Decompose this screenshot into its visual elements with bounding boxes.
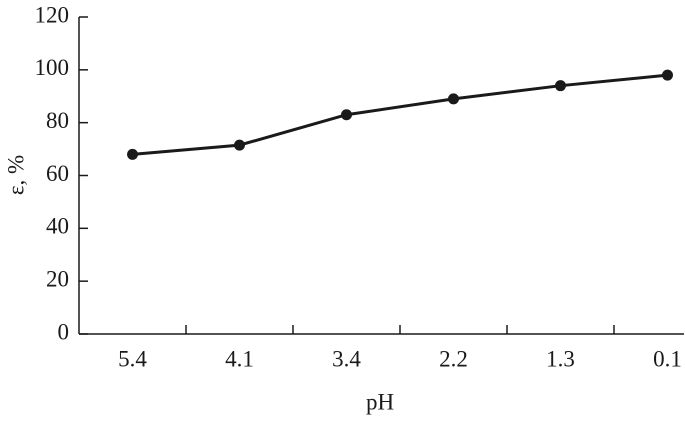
marker	[662, 69, 673, 81]
marker	[448, 93, 459, 105]
marker	[341, 109, 352, 121]
x-tick-label: 3.4	[332, 346, 361, 371]
x-tick-label: 5.4	[118, 346, 147, 371]
marker	[127, 148, 138, 160]
marker	[555, 80, 566, 92]
line	[132, 73, 668, 156]
x-tick-label: 2.2	[439, 346, 468, 371]
y-tick-label: 60	[46, 161, 69, 186]
x-tick-label: 0.1	[653, 346, 682, 371]
x-axis-label: pH	[366, 389, 394, 414]
x-tick-label: 1.3	[546, 346, 575, 371]
y-tick-label: 80	[46, 108, 69, 133]
y-tick-label: 120	[35, 2, 70, 27]
y-tick-label: 40	[46, 214, 69, 239]
y-axis-label: ε, %	[3, 155, 28, 195]
marker	[234, 139, 245, 151]
y-tick-label: 0	[58, 319, 70, 344]
y-tick-label: 20	[46, 266, 69, 291]
y-tick-label: 100	[35, 55, 70, 80]
x-tick-label: 4.1	[225, 346, 254, 371]
